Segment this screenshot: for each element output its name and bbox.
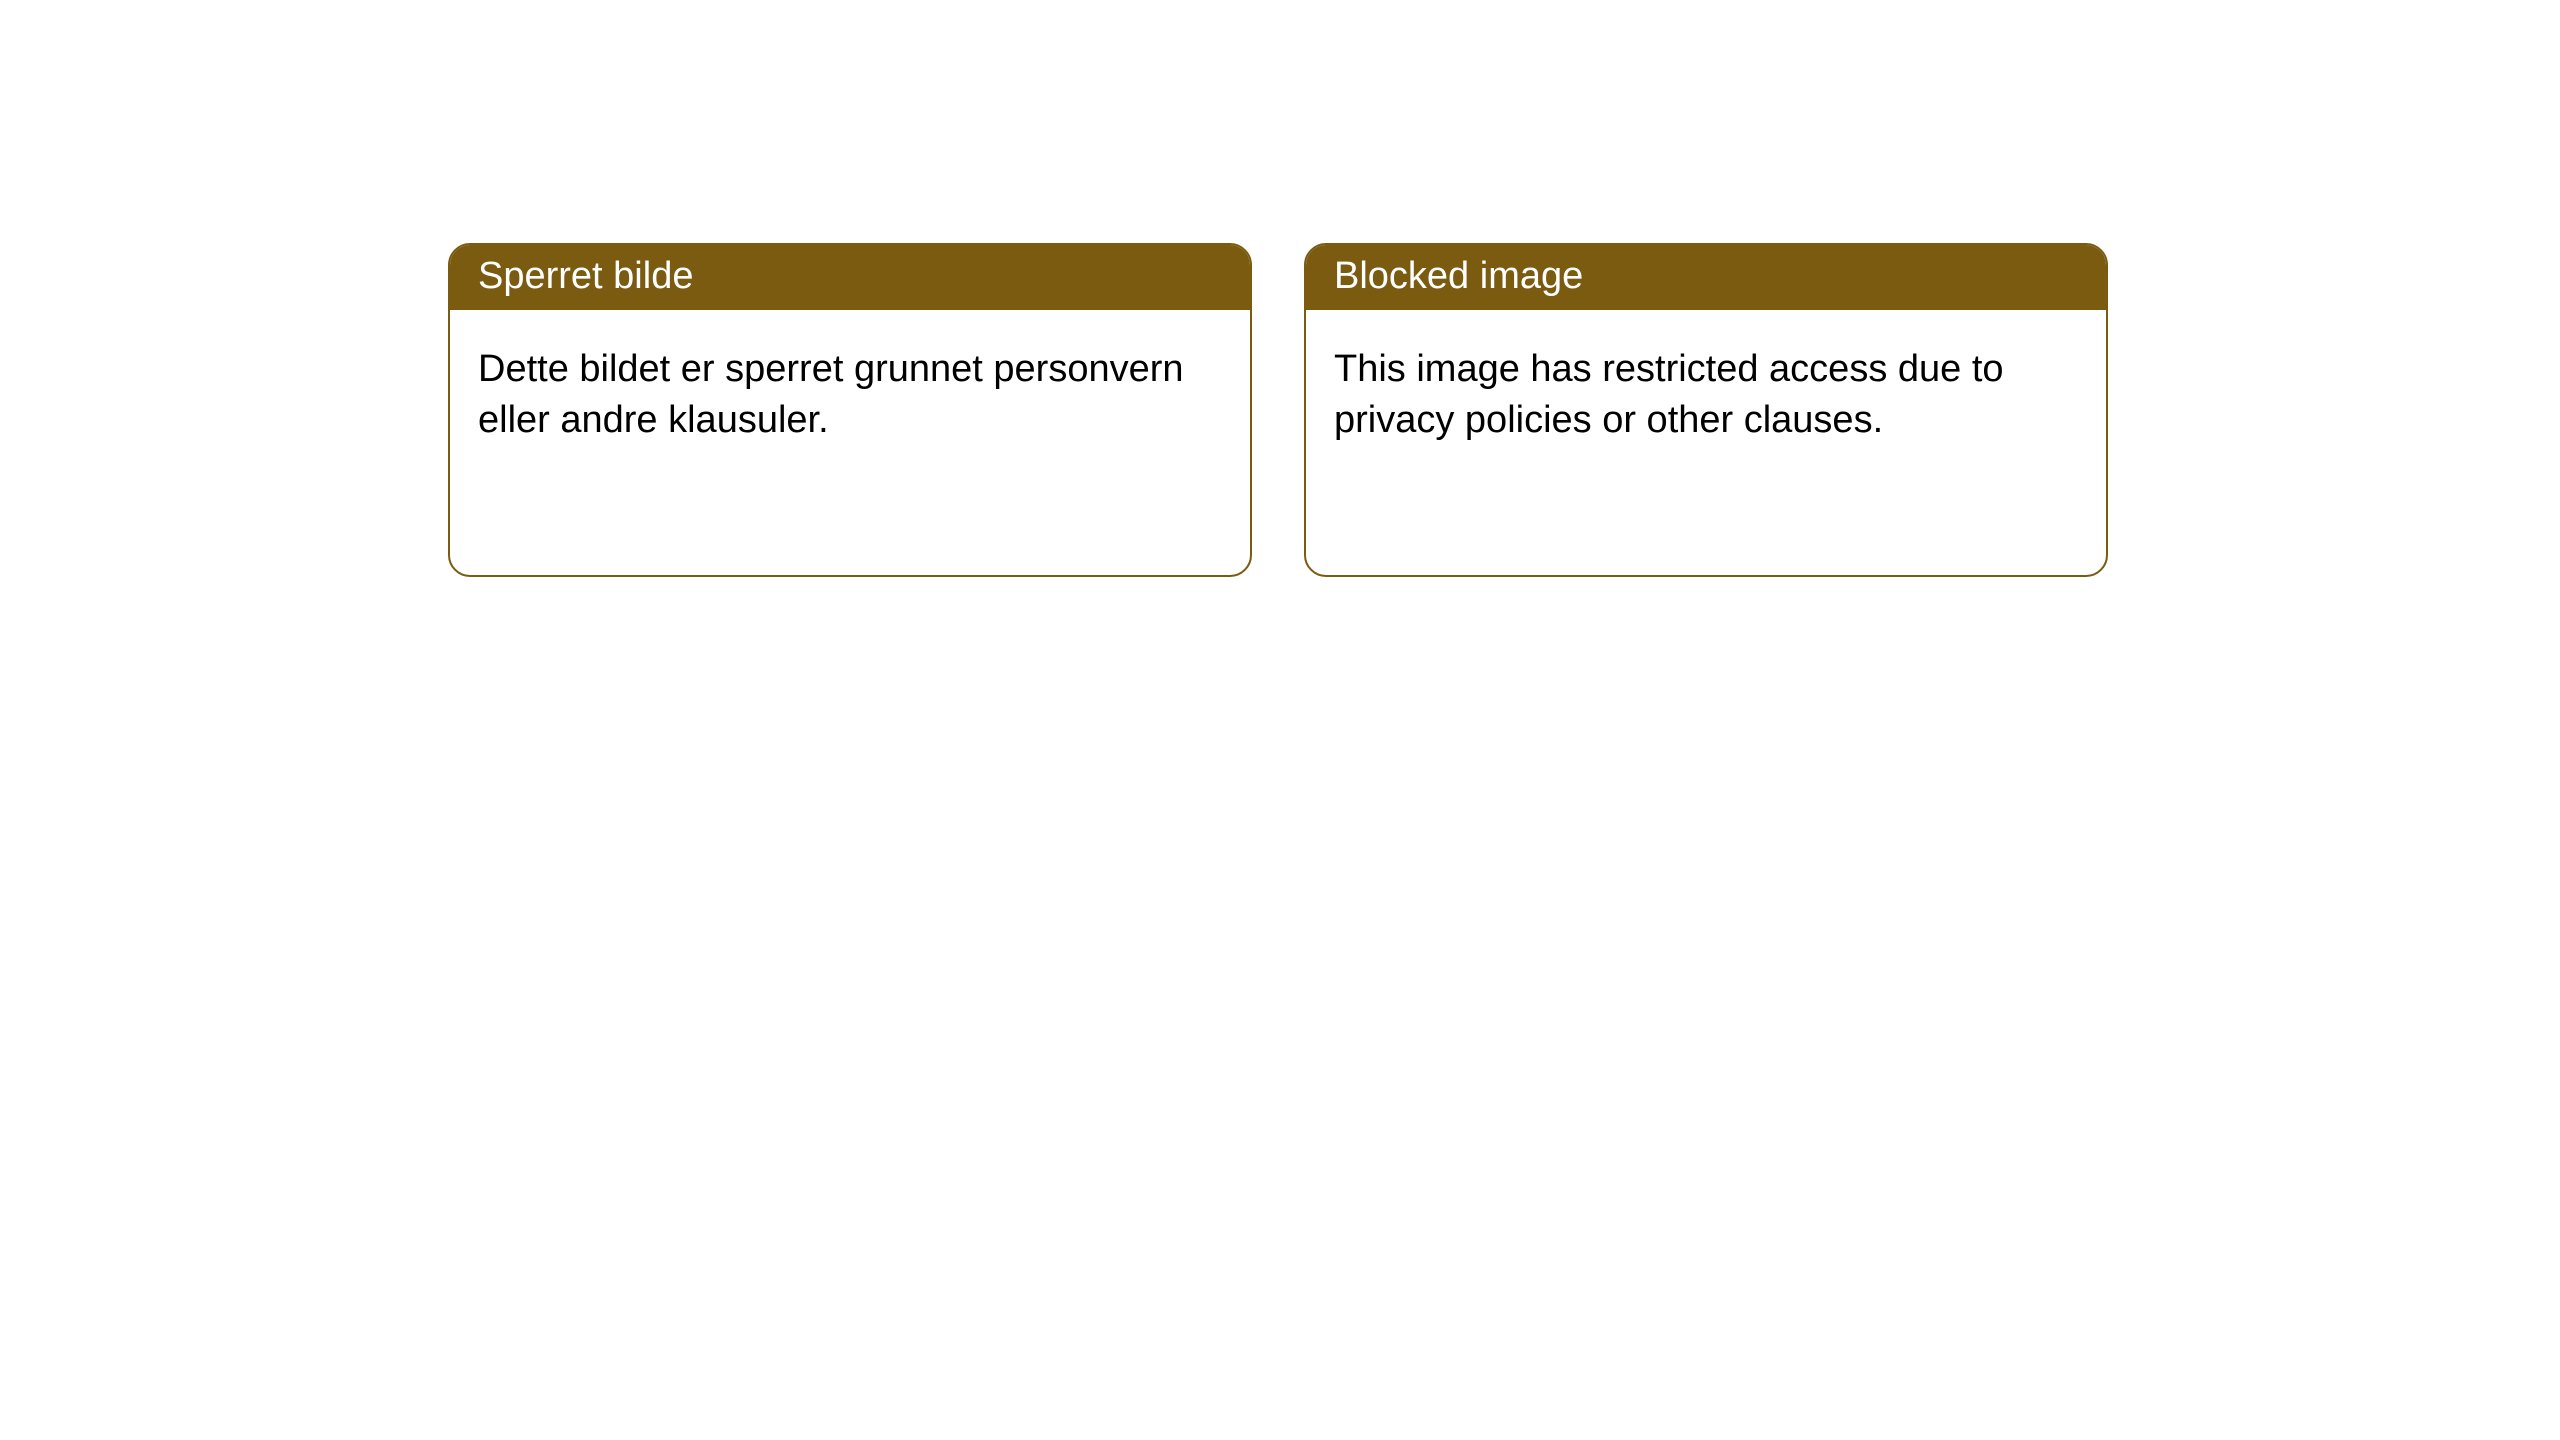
card-title-no: Sperret bilde — [450, 245, 1250, 310]
card-body-no: Dette bildet er sperret grunnet personve… — [450, 310, 1250, 481]
notice-card-no: Sperret bilde Dette bildet er sperret gr… — [448, 243, 1252, 577]
notice-container: Sperret bilde Dette bildet er sperret gr… — [0, 0, 2560, 577]
card-title-en: Blocked image — [1306, 245, 2106, 310]
notice-card-en: Blocked image This image has restricted … — [1304, 243, 2108, 577]
card-body-en: This image has restricted access due to … — [1306, 310, 2106, 481]
